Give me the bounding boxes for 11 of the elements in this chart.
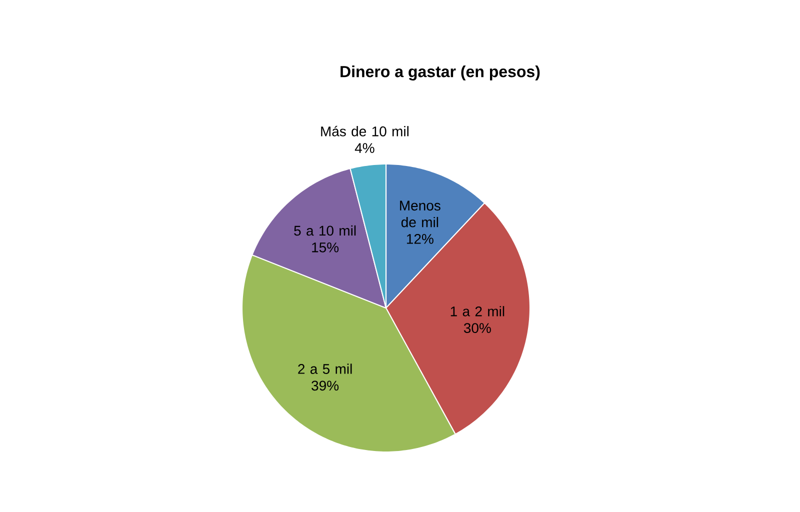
data-label: 4% [354, 143, 374, 153]
slice-label: 5 a 10 mil [294, 225, 356, 236]
chart-title: Dinero a gastar (en pesos) [340, 66, 540, 80]
slice-label: Menos de mil [400, 200, 440, 228]
data-label: 12% [406, 234, 434, 244]
slice-label: Más de 10 mil [321, 126, 408, 136]
slice-label: 1 a 2 mil [450, 306, 504, 316]
data-label: 39% [312, 380, 339, 391]
data-label: 15% [312, 242, 339, 252]
slice-label: 2 a 5 mil [298, 364, 352, 374]
data-label: 30% [464, 323, 491, 334]
